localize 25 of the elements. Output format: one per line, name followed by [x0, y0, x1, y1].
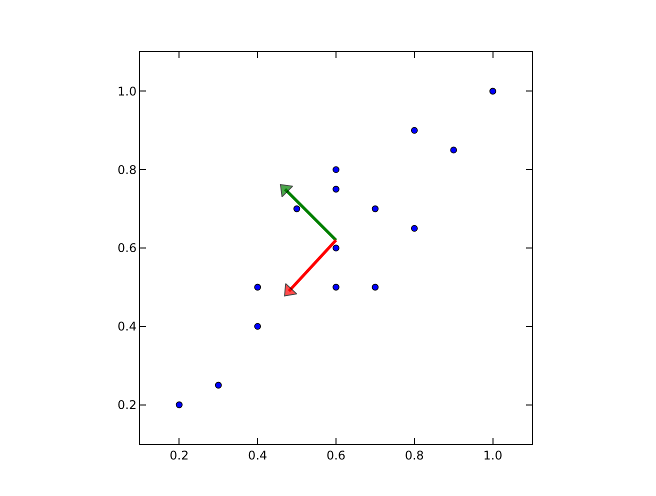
point [372, 205, 379, 212]
point [489, 88, 496, 95]
y-tick-label: 1.0 [118, 84, 137, 98]
point [372, 284, 379, 291]
point [332, 166, 340, 173]
point [450, 146, 457, 154]
point [254, 284, 261, 291]
point [411, 225, 418, 232]
point [254, 323, 261, 330]
point [332, 244, 340, 252]
x-tick-label: 1.0 [483, 448, 502, 462]
x-tick-label: 0.2 [170, 448, 189, 462]
point [176, 401, 183, 408]
x-tick-label: 0.4 [248, 448, 268, 462]
y-tick-label: 0.6 [118, 241, 137, 256]
y-tick-label: 0.2 [118, 398, 137, 412]
x-tick-label: 0.8 [404, 448, 424, 462]
point [332, 186, 340, 193]
y-tick-label: 0.8 [118, 162, 137, 177]
point [293, 205, 300, 212]
point [215, 382, 222, 389]
point [411, 127, 418, 134]
point [332, 284, 340, 291]
y-tick-label: 0.4 [118, 320, 137, 334]
x-tick-label: 0.6 [326, 448, 346, 462]
